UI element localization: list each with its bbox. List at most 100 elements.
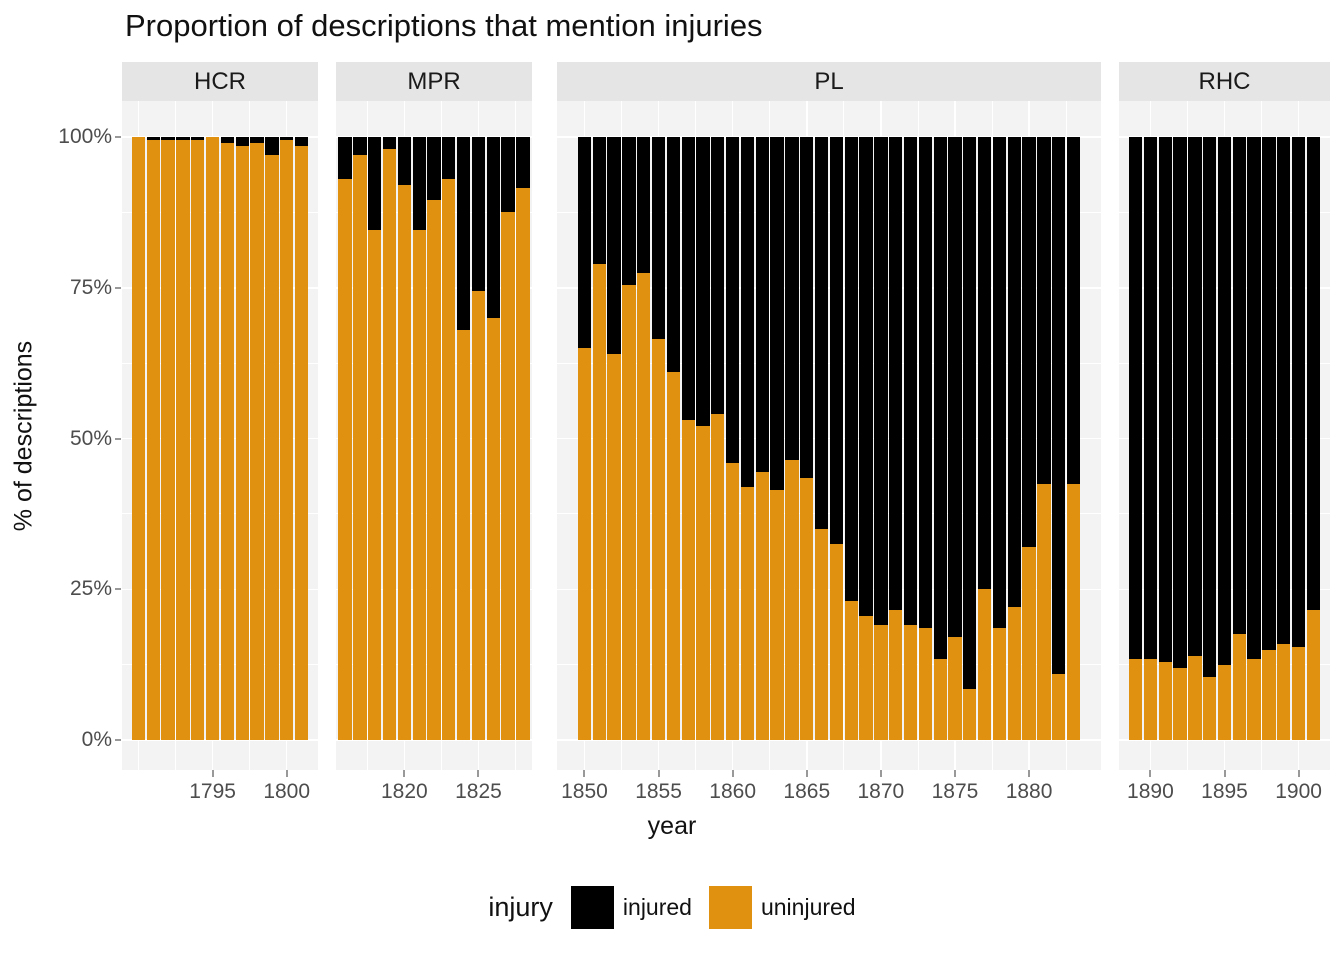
- gridline-major-h: [122, 136, 318, 138]
- facet-panel-rhc: [1119, 101, 1330, 770]
- bar-segment-uninjured-1851: [592, 263, 606, 740]
- bar-segment-injured-1860: [726, 137, 740, 463]
- bar-segment-uninjured-1889: [1128, 658, 1143, 740]
- bar-segment-injured-1867: [829, 137, 844, 545]
- y-tick-label: 50%: [69, 426, 112, 450]
- bar-segment-injured-1895: [1217, 137, 1232, 665]
- facet-strip-label: RHC: [1198, 67, 1251, 95]
- bar-segment-uninjured-1875: [948, 637, 962, 740]
- bar-segment-uninjured-1821: [412, 230, 426, 740]
- bar-segment-uninjured-1877: [977, 589, 992, 740]
- x-tick-mark: [403, 770, 406, 777]
- bar-segment-injured-1828: [516, 137, 530, 189]
- gridline-minor-v: [1261, 101, 1262, 770]
- bar-segment-injured-1870: [874, 137, 888, 626]
- gridline-minor-h: [122, 211, 318, 213]
- bar-segment-injured-1863: [770, 137, 784, 490]
- gridline-minor-h: [122, 362, 318, 364]
- x-tick-label: 1865: [783, 780, 831, 803]
- x-axis-title: year: [647, 812, 697, 840]
- bar-segment-uninjured-1791: [146, 140, 160, 740]
- x-tick-label: 1850: [561, 780, 608, 803]
- bar-segment-injured-1883: [1066, 137, 1081, 484]
- gridline-minor-h: [557, 362, 1101, 364]
- bar-segment-injured-1866: [814, 137, 829, 529]
- bar-segment-uninjured-1881: [1037, 483, 1051, 740]
- bar-segment-uninjured-1861: [740, 486, 755, 740]
- bar-segment-injured-1861: [740, 137, 755, 487]
- bar-segment-uninjured-1876: [963, 688, 977, 740]
- facet-strip-label: PL: [814, 67, 844, 95]
- x-tick-label: 1860: [709, 780, 757, 803]
- bar-segment-uninjured-1819: [382, 149, 397, 740]
- facet-strip-rhc: RHC: [1119, 62, 1330, 101]
- y-tick-label: 25%: [69, 577, 112, 601]
- bar-segment-uninjured-1825: [471, 290, 486, 740]
- bar-segment-uninjured-1822: [427, 200, 441, 740]
- bar-segment-uninjured-1852: [607, 354, 621, 740]
- bar-segment-uninjured-1899: [1277, 643, 1291, 740]
- gridline-major-h: [557, 437, 1101, 440]
- x-tick-mark: [731, 770, 734, 777]
- y-tick-mark: [115, 588, 121, 591]
- x-tick-label: 1820: [381, 780, 428, 803]
- bar-segment-injured-1880: [1022, 137, 1036, 548]
- bar-segment-injured-1862: [755, 137, 769, 472]
- bar-segment-uninjured-1873: [918, 628, 932, 740]
- bar-segment-injured-1897: [1247, 137, 1261, 659]
- bar-segment-uninjured-1868: [844, 601, 858, 740]
- bar-segment-uninjured-1892: [1173, 667, 1187, 740]
- gridline-minor-h: [557, 664, 1101, 666]
- gridline-minor-v: [175, 101, 176, 770]
- bar-segment-injured-1892: [1173, 137, 1187, 668]
- bar-segment-uninjured-1855: [651, 339, 666, 740]
- gridline-minor-h: [122, 664, 318, 666]
- bar-segment-uninjured-1798: [250, 143, 264, 740]
- x-tick-mark: [953, 770, 956, 777]
- gridline-major-h: [557, 588, 1101, 591]
- bar-segment-uninjured-1894: [1203, 676, 1217, 740]
- bar-segment-uninjured-1817: [353, 155, 367, 740]
- bar-segment-uninjured-1878: [992, 628, 1007, 740]
- bar-segment-uninjured-1896: [1232, 634, 1246, 740]
- bar-segment-uninjured-1867: [829, 544, 844, 740]
- gridline-minor-v: [621, 101, 622, 770]
- bar-segment-injured-1850: [577, 137, 592, 349]
- bar-segment-injured-1894: [1203, 137, 1217, 677]
- bar-segment-uninjured-1799: [265, 155, 279, 740]
- bar-segment-uninjured-1866: [814, 528, 829, 740]
- x-tick-label: 1795: [189, 780, 236, 803]
- bar-segment-uninjured-1827: [501, 212, 515, 740]
- gridline-minor-v: [441, 101, 442, 770]
- bar-segment-injured-1794: [191, 137, 205, 140]
- bar-segment-injured-1792: [161, 137, 175, 140]
- bar-segment-uninjured-1801: [294, 146, 309, 740]
- legend-swatch-injured: [570, 885, 614, 929]
- bar-segment-uninjured-1824: [456, 329, 471, 740]
- bar-segment-injured-1851: [592, 137, 606, 264]
- bar-segment-uninjured-1864: [785, 459, 799, 740]
- bar-segment-uninjured-1800: [280, 140, 294, 740]
- bar-segment-injured-1893: [1188, 137, 1202, 656]
- bar-segment-uninjured-1891: [1158, 661, 1172, 740]
- bar-segment-uninjured-1850: [577, 348, 592, 740]
- bar-segment-uninjured-1869: [859, 616, 873, 740]
- bar-segment-injured-1822: [427, 137, 441, 201]
- bar-segment-uninjured-1818: [368, 230, 382, 740]
- bar-segment-injured-1896: [1232, 137, 1246, 635]
- legend: injury injured uninjured: [0, 876, 1344, 938]
- bar-segment-injured-1801: [294, 137, 309, 147]
- bar-segment-injured-1826: [486, 137, 500, 318]
- bar-segment-injured-1823: [442, 137, 456, 180]
- bar-segment-uninjured-1793: [176, 140, 190, 740]
- gridline-minor-v: [366, 101, 368, 770]
- bar-segment-injured-1877: [977, 137, 992, 590]
- bar-segment-injured-1816: [338, 137, 352, 180]
- bar-segment-injured-1827: [501, 137, 515, 213]
- gridline-minor-v: [515, 101, 516, 770]
- y-tick-label: 0%: [81, 728, 112, 751]
- x-tick-label: 1890: [1127, 780, 1174, 803]
- x-tick-label: 1895: [1201, 780, 1248, 803]
- gridline-major-h: [122, 437, 318, 440]
